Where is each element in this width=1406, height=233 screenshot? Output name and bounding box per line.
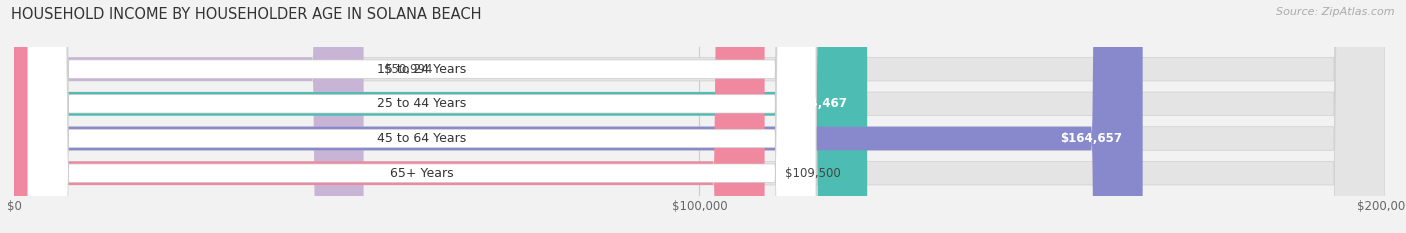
FancyBboxPatch shape: [14, 0, 868, 233]
FancyBboxPatch shape: [14, 0, 1385, 233]
Text: 15 to 24 Years: 15 to 24 Years: [377, 63, 467, 76]
Text: $124,467: $124,467: [785, 97, 846, 110]
FancyBboxPatch shape: [14, 0, 765, 233]
FancyBboxPatch shape: [14, 0, 1143, 233]
Text: $164,657: $164,657: [1060, 132, 1122, 145]
FancyBboxPatch shape: [14, 0, 364, 233]
FancyBboxPatch shape: [28, 0, 815, 233]
Text: 65+ Years: 65+ Years: [389, 167, 454, 180]
Text: 25 to 44 Years: 25 to 44 Years: [377, 97, 467, 110]
FancyBboxPatch shape: [28, 0, 815, 233]
FancyBboxPatch shape: [28, 0, 815, 233]
FancyBboxPatch shape: [14, 0, 1385, 233]
Text: 45 to 64 Years: 45 to 64 Years: [377, 132, 467, 145]
FancyBboxPatch shape: [14, 0, 1385, 233]
Text: $109,500: $109,500: [785, 167, 841, 180]
Text: $50,994: $50,994: [384, 63, 433, 76]
FancyBboxPatch shape: [28, 0, 815, 233]
Text: HOUSEHOLD INCOME BY HOUSEHOLDER AGE IN SOLANA BEACH: HOUSEHOLD INCOME BY HOUSEHOLDER AGE IN S…: [11, 7, 482, 22]
Text: Source: ZipAtlas.com: Source: ZipAtlas.com: [1277, 7, 1395, 17]
FancyBboxPatch shape: [14, 0, 1385, 233]
